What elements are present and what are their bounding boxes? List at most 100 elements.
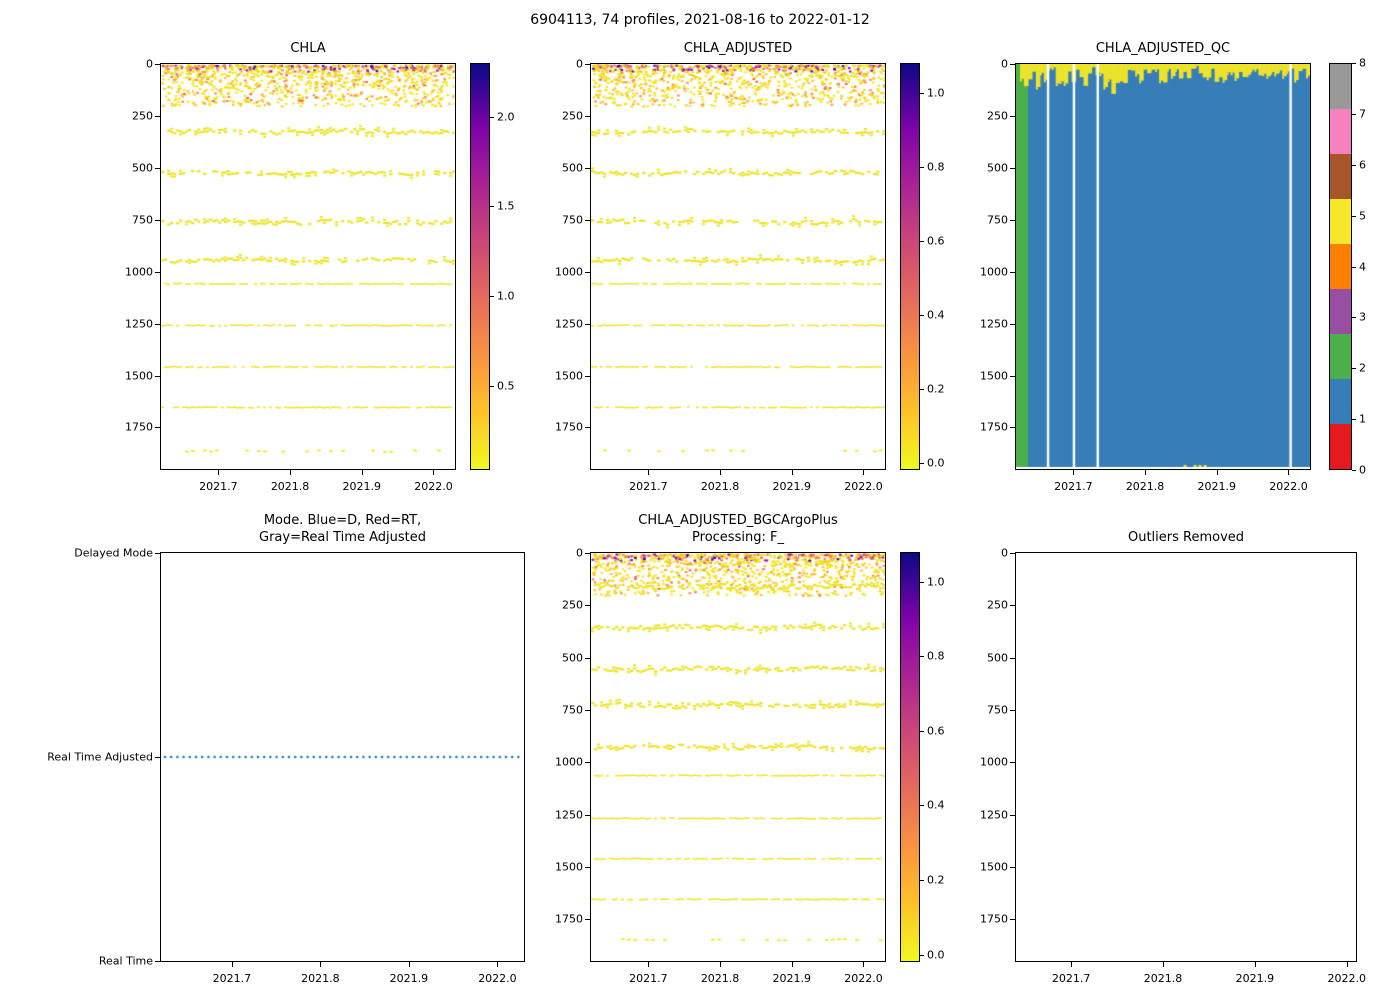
y-tick-mark [1010, 375, 1015, 377]
y-tick-label: 750 [562, 703, 583, 717]
panel-bgcargoplus-title: CHLA_ADJUSTED_BGCArgoPlus Processing: F_ [638, 513, 838, 545]
colorbar-segment-qc1 [1330, 379, 1351, 424]
colorbar-tick-label: 1.0 [497, 289, 515, 303]
y-tick-label: 500 [562, 651, 583, 665]
colorbar-tick-label: 2 [1359, 361, 1366, 375]
x-tick-label: 2021.9 [1235, 972, 1275, 985]
y-tick-mark [155, 553, 160, 554]
x-tick-mark [408, 962, 410, 967]
y-tick-mark [585, 271, 590, 273]
y-tick-label: 1750 [980, 912, 1008, 926]
panel-chla-adjusted-qc-title: CHLA_ADJUSTED_QC [1095, 41, 1231, 56]
x-tick-label: 2021.9 [342, 480, 382, 493]
panel-mode: Mode. Blue=D, Red=RT, Gray=Real Time Adj… [47, 513, 525, 985]
y-category-label: Delayed Mode [74, 546, 153, 560]
y-tick-mark [155, 427, 160, 429]
y-tick-mark [155, 323, 160, 325]
y-tick-mark [585, 323, 590, 325]
colorbar-tick-mark [920, 805, 924, 807]
colorbar-fill [1329, 63, 1352, 470]
colorbar-tick-label: 0 [1359, 463, 1366, 477]
y-tick-mark [1010, 762, 1015, 764]
colorbar-tick-label: 7 [1359, 107, 1366, 121]
y-tick-mark [585, 709, 590, 711]
y-tick-label: 0 [146, 57, 153, 71]
y-tick-mark [585, 115, 590, 117]
x-tick-label: 2021.8 [700, 480, 740, 493]
y-tick-label: 0 [1001, 57, 1008, 71]
x-tick-label: 2021.9 [1197, 480, 1237, 493]
colorbar-tick-mark [920, 581, 924, 583]
colorbar-segment-qc6 [1330, 154, 1351, 200]
x-tick-mark [1071, 962, 1073, 967]
y-tick-mark [1010, 919, 1015, 921]
colorbar-tick-mark [920, 880, 924, 881]
y-category-label: Real Time [98, 954, 153, 968]
y-category-label: Real Time Adjusted [47, 750, 153, 764]
y-tick-mark [1010, 709, 1015, 711]
x-tick-mark [791, 470, 793, 475]
colorbar-tick-mark [490, 296, 494, 298]
y-tick-label: 250 [132, 109, 153, 123]
y-tick-mark [1010, 323, 1015, 325]
colorbar-tick-label: 0.0 [927, 456, 945, 470]
colorbar-tick-label: 1.5 [497, 199, 515, 213]
y-tick-mark [1010, 271, 1015, 273]
y-tick-label: 1750 [555, 420, 583, 434]
y-tick-label: 1000 [555, 755, 583, 769]
y-tick-mark [155, 961, 160, 962]
colorbar-tick-label: 4 [1359, 260, 1366, 273]
panel-chla-adjusted-title: CHLA_ADJUSTED [683, 41, 793, 56]
y-tick-label: 500 [132, 161, 153, 175]
x-tick-mark [433, 470, 435, 475]
x-tick-mark [648, 962, 650, 967]
colorbar-fill [900, 63, 920, 470]
y-tick-mark [1010, 427, 1015, 429]
x-tick-mark [720, 470, 722, 475]
x-tick-mark [1254, 962, 1256, 967]
colorbar-tick-label: 1 [1359, 412, 1366, 426]
y-tick-label: 0 [1001, 546, 1008, 560]
y-tick-label: 1000 [125, 265, 153, 279]
x-tick-mark [1073, 470, 1075, 475]
y-tick-mark [1010, 115, 1015, 117]
colorbar-tick-mark [1352, 419, 1356, 421]
bgcargoplus-heatmap-canvas [591, 553, 885, 961]
colorbar-tick-label: 0.6 [927, 724, 945, 738]
colorbar-tick-label: 0.2 [927, 873, 945, 887]
y-tick-mark [585, 167, 590, 169]
x-tick-label: 2021.8 [301, 972, 340, 985]
colorbar-tick-label: 0.4 [927, 798, 945, 812]
x-tick-label: 2021.7 [1051, 972, 1091, 985]
y-tick-mark [1010, 605, 1015, 607]
y-tick-label: 1500 [125, 369, 153, 383]
colorbar-tick-mark [1352, 63, 1356, 64]
panel-chla-title: CHLA [290, 41, 326, 56]
x-tick-mark [1145, 470, 1147, 475]
x-tick-mark [1288, 470, 1290, 475]
colorbar-tick-label: 0.6 [927, 234, 945, 248]
x-tick-label: 2021.7 [629, 480, 668, 493]
y-tick-label: 750 [562, 213, 583, 227]
colorbar-tick-label: 2.0 [497, 110, 515, 124]
outliers-removed-canvas [1016, 553, 1356, 961]
y-tick-mark [155, 167, 160, 169]
y-tick-mark [1010, 167, 1015, 169]
colorbar-tick-mark [920, 954, 924, 956]
chla-adjusted-heatmap-canvas [591, 64, 885, 469]
colorbar-tick-mark [1352, 266, 1356, 268]
y-tick-label: 250 [987, 598, 1008, 612]
y-tick-mark [1010, 219, 1015, 221]
x-tick-mark [863, 470, 865, 475]
colorbar-tick-label: 0.8 [927, 160, 945, 174]
y-tick-mark [585, 814, 590, 816]
x-tick-mark [1163, 962, 1165, 967]
colorbar-tick-mark [1352, 317, 1356, 319]
y-tick-mark [585, 866, 590, 868]
colorbar-segment-qc8 [1330, 64, 1351, 109]
colorbar-tick-label: 0.4 [927, 308, 945, 322]
y-tick-mark [1010, 814, 1015, 816]
x-tick-mark [720, 962, 722, 967]
x-tick-label: 2022.0 [414, 480, 453, 493]
